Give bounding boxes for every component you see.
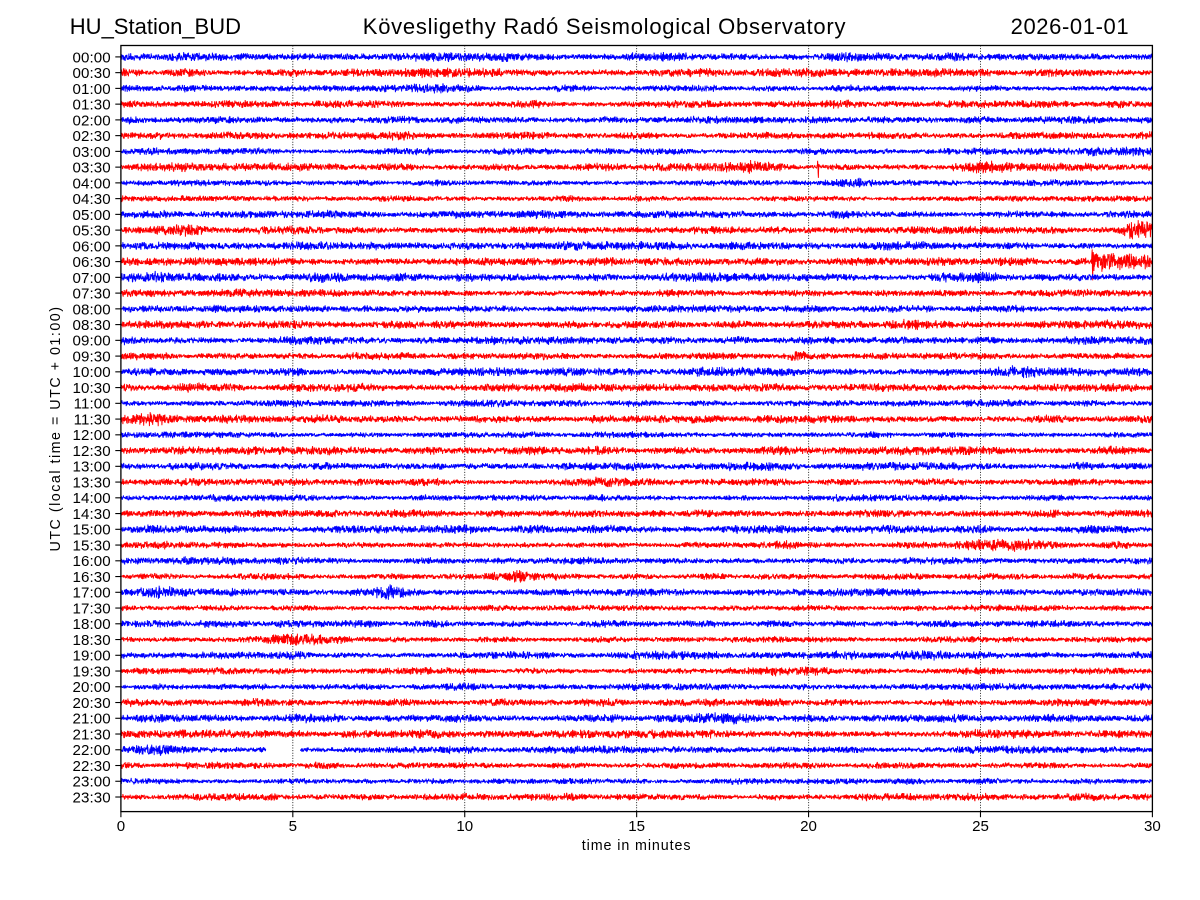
svg-text:11:30: 11:30 (74, 411, 111, 428)
svg-text:05:30: 05:30 (73, 223, 111, 240)
svg-text:UTC (local time = UTC + 01:00): UTC (local time = UTC + 01:00) (48, 305, 64, 551)
svg-text:12:00: 12:00 (73, 427, 111, 444)
svg-text:13:30: 13:30 (73, 474, 111, 491)
svg-text:22:00: 22:00 (73, 742, 111, 759)
svg-text:13:00: 13:00 (73, 459, 111, 476)
svg-text:16:30: 16:30 (73, 569, 111, 586)
svg-text:12:30: 12:30 (73, 443, 111, 460)
svg-text:5: 5 (289, 818, 297, 835)
svg-text:03:00: 03:00 (73, 144, 111, 161)
svg-text:08:30: 08:30 (73, 317, 111, 334)
svg-text:21:00: 21:00 (73, 711, 111, 728)
svg-text:Kövesligethy Radó Seismologica: Kövesligethy Radó Seismological Observat… (363, 14, 846, 39)
svg-text:23:30: 23:30 (73, 789, 111, 806)
svg-text:04:30: 04:30 (73, 191, 111, 208)
svg-text:18:30: 18:30 (73, 632, 111, 649)
svg-text:0: 0 (117, 818, 125, 835)
svg-text:00:30: 00:30 (73, 65, 111, 82)
svg-text:10:00: 10:00 (73, 364, 111, 381)
svg-text:10: 10 (456, 818, 473, 835)
svg-text:21:30: 21:30 (73, 726, 111, 743)
svg-text:20: 20 (800, 818, 817, 835)
svg-text:10:30: 10:30 (73, 380, 111, 397)
svg-text:15:30: 15:30 (73, 537, 111, 554)
svg-text:19:00: 19:00 (73, 648, 111, 665)
svg-text:08:00: 08:00 (73, 301, 111, 318)
svg-text:23:00: 23:00 (73, 774, 111, 791)
svg-text:time in minutes: time in minutes (582, 838, 692, 854)
svg-text:02:00: 02:00 (73, 112, 111, 129)
svg-text:HU_Station_BUD: HU_Station_BUD (70, 14, 241, 39)
svg-text:11:00: 11:00 (74, 396, 111, 413)
svg-text:16:00: 16:00 (73, 553, 111, 570)
svg-text:02:30: 02:30 (73, 128, 111, 145)
svg-text:22:30: 22:30 (73, 758, 111, 775)
svg-text:19:30: 19:30 (73, 663, 111, 680)
svg-text:17:00: 17:00 (73, 585, 111, 602)
svg-text:07:30: 07:30 (73, 286, 111, 303)
svg-text:25: 25 (972, 818, 989, 835)
svg-text:15: 15 (628, 818, 645, 835)
svg-text:06:30: 06:30 (73, 254, 111, 271)
svg-text:03:30: 03:30 (73, 160, 111, 177)
svg-text:01:30: 01:30 (73, 97, 111, 114)
svg-text:18:00: 18:00 (73, 616, 111, 633)
svg-text:17:30: 17:30 (73, 600, 111, 617)
svg-text:14:30: 14:30 (73, 506, 111, 523)
svg-text:30: 30 (1144, 818, 1161, 835)
svg-text:09:00: 09:00 (73, 333, 111, 350)
svg-text:09:30: 09:30 (73, 348, 111, 365)
svg-text:04:00: 04:00 (73, 175, 111, 192)
svg-text:01:00: 01:00 (73, 81, 111, 98)
svg-text:15:00: 15:00 (73, 522, 111, 539)
svg-text:06:00: 06:00 (73, 238, 111, 255)
svg-text:00:00: 00:00 (73, 49, 111, 66)
svg-text:14:00: 14:00 (73, 490, 111, 507)
svg-text:20:00: 20:00 (73, 679, 111, 696)
svg-text:05:00: 05:00 (73, 207, 111, 224)
svg-text:2026-01-01: 2026-01-01 (1011, 14, 1130, 39)
svg-text:20:30: 20:30 (73, 695, 111, 712)
svg-text:07:00: 07:00 (73, 270, 111, 287)
